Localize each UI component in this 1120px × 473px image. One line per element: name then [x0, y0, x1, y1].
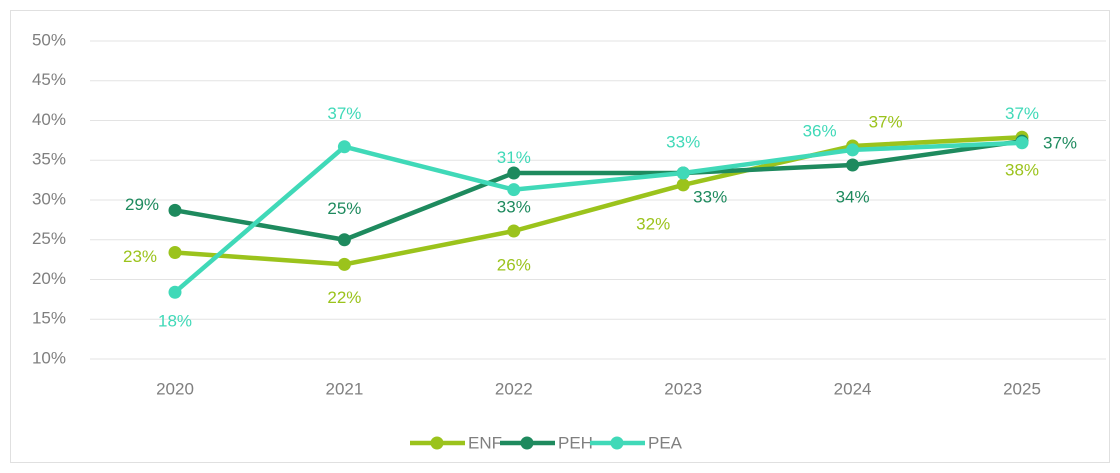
legend-marker	[430, 436, 444, 450]
legend-marker	[520, 436, 534, 450]
data-label: 36%	[803, 121, 837, 140]
legend-label: PEA	[648, 433, 683, 452]
y-tick-label: 15%	[32, 309, 66, 328]
data-label: 23%	[123, 247, 157, 266]
line	[174, 138, 1023, 242]
legend-marker	[610, 436, 624, 450]
data-label: 37%	[869, 112, 903, 131]
point	[846, 158, 860, 172]
y-tick-label: 30%	[32, 189, 66, 208]
data-label: 29%	[125, 195, 159, 214]
y-tick-label: 35%	[32, 150, 66, 169]
y-tick-label: 25%	[32, 229, 66, 248]
x-tick-label: 2025	[1003, 379, 1041, 398]
x-tick-label: 2023	[664, 379, 702, 398]
chart-frame	[10, 10, 1110, 463]
x-tick-label: 2021	[325, 379, 363, 398]
x-tick-label: 2024	[834, 379, 872, 398]
data-label: 37%	[327, 104, 361, 123]
data-label: 33%	[497, 197, 531, 216]
data-label: 31%	[497, 148, 531, 167]
y-tick-label: 20%	[32, 269, 66, 288]
y-tick-label: 45%	[32, 70, 66, 89]
point	[507, 166, 521, 180]
point	[337, 140, 351, 154]
data-label: 18%	[158, 312, 192, 331]
point	[676, 178, 690, 192]
data-label: 33%	[666, 132, 700, 151]
data-label: 37%	[1005, 104, 1039, 123]
line	[174, 134, 1023, 267]
legend-label: ENF	[468, 433, 502, 452]
data-label: 25%	[327, 199, 361, 218]
y-tick-label: 10%	[32, 348, 66, 367]
point	[168, 203, 182, 217]
point	[1015, 136, 1029, 150]
point	[337, 257, 351, 271]
point	[168, 245, 182, 259]
line	[173, 140, 1023, 294]
point	[168, 285, 182, 299]
y-tick-label: 50%	[32, 30, 66, 49]
point	[337, 233, 351, 247]
point	[507, 183, 521, 197]
point	[507, 224, 521, 238]
point	[676, 166, 690, 180]
data-label: 33%	[693, 187, 727, 206]
data-label: 32%	[636, 214, 670, 233]
y-tick-label: 40%	[32, 110, 66, 129]
legend-label: PEH	[558, 433, 593, 452]
x-tick-label: 2022	[495, 379, 533, 398]
data-label: 34%	[836, 188, 870, 207]
data-label: 22%	[327, 288, 361, 307]
data-label: 38%	[1005, 161, 1039, 180]
data-label: 37%	[1043, 134, 1077, 153]
point	[846, 143, 860, 157]
x-tick-label: 2020	[156, 379, 194, 398]
data-label: 26%	[497, 255, 531, 274]
